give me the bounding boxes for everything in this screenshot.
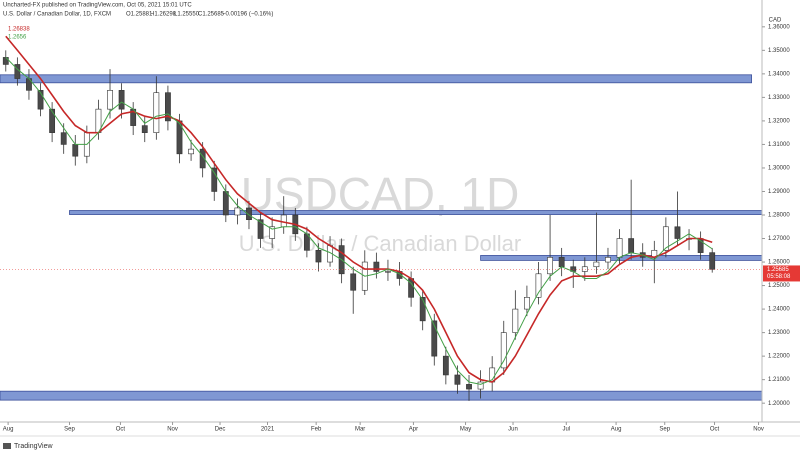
y-tick-label: 1.30000 bbox=[768, 166, 790, 172]
x-tick-label: 2021 bbox=[261, 427, 275, 433]
y-tick-label: 1.35000 bbox=[768, 48, 790, 54]
ohlc-close: C1.25685 bbox=[198, 12, 225, 18]
candle-body bbox=[581, 266, 588, 272]
candle-body bbox=[350, 273, 357, 291]
zone bbox=[0, 390, 763, 401]
y-tick-label: 1.22000 bbox=[768, 354, 790, 360]
candle-body bbox=[674, 226, 681, 239]
watermark-name: U.S. Dollar / Canadian Dollar bbox=[239, 231, 521, 256]
candle-body bbox=[165, 92, 171, 122]
candle-body bbox=[37, 90, 44, 110]
candle-body bbox=[558, 257, 565, 268]
y-tick-label: 1.28000 bbox=[768, 213, 790, 219]
x-tick-label: Oct bbox=[116, 427, 126, 433]
candle-body bbox=[512, 308, 519, 333]
candle-body bbox=[257, 219, 264, 239]
candle-body bbox=[373, 261, 380, 272]
countdown: 05:58:08 bbox=[767, 274, 791, 280]
candle-body bbox=[419, 297, 426, 322]
y-tick-label: 1.21000 bbox=[768, 377, 790, 383]
x-tick-label: Feb bbox=[311, 427, 322, 433]
candle-body bbox=[616, 238, 623, 258]
x-tick-label: Aug bbox=[611, 427, 622, 433]
candle-body bbox=[454, 374, 461, 385]
candle-body bbox=[547, 257, 553, 275]
x-tick-label: Apr bbox=[409, 427, 418, 433]
last-price-label: 1.25685 bbox=[767, 267, 789, 273]
candle-body bbox=[593, 261, 600, 268]
candle-body bbox=[535, 273, 542, 298]
candle-body bbox=[199, 148, 206, 169]
candle-body bbox=[72, 144, 79, 157]
x-tick-label: Aug bbox=[3, 427, 14, 433]
ma-legend: 1.26838 bbox=[8, 27, 30, 33]
y-tick-label: 1.27000 bbox=[768, 236, 790, 242]
ohlc-open: O1.25881 bbox=[126, 12, 153, 18]
x-tick-label: Nov bbox=[753, 427, 764, 433]
y-tick-label: 1.25000 bbox=[768, 283, 790, 289]
ohlc-low: L1.25550 bbox=[174, 12, 200, 18]
candle-body bbox=[431, 320, 438, 357]
candle-body bbox=[188, 148, 194, 155]
last-price-badge bbox=[763, 265, 800, 282]
x-tick-label: Dec bbox=[215, 427, 226, 433]
candle-body bbox=[315, 249, 322, 263]
candle-body bbox=[500, 332, 507, 369]
x-tick-label: Mar bbox=[355, 427, 365, 433]
logo: TradingView bbox=[14, 443, 53, 450]
y-tick-label: 1.33000 bbox=[768, 95, 790, 101]
candle-body bbox=[709, 252, 716, 270]
logo-icon bbox=[3, 443, 11, 449]
candle-body bbox=[141, 125, 148, 133]
candle-body bbox=[153, 92, 160, 133]
candle-body bbox=[234, 207, 241, 216]
ma-legend: 1.2656 bbox=[8, 35, 27, 41]
zone bbox=[0, 74, 752, 84]
ohlc-change: −0.00196 (−0.16%) bbox=[222, 12, 273, 18]
candle-body bbox=[118, 90, 125, 110]
y-tick-label: 1.29000 bbox=[768, 189, 790, 195]
zone bbox=[69, 210, 763, 215]
candle-body bbox=[628, 238, 635, 253]
x-tick-label: Sep bbox=[64, 427, 75, 433]
x-tick-label: Nov bbox=[167, 427, 178, 433]
candle-body bbox=[211, 167, 218, 192]
x-tick-label: Jul bbox=[562, 427, 570, 433]
moving-average bbox=[5, 57, 713, 385]
moving-average bbox=[5, 35, 713, 383]
y-tick-label: 1.34000 bbox=[768, 71, 790, 77]
y-tick-label: 1.20000 bbox=[768, 401, 790, 407]
candle-body bbox=[2, 57, 9, 65]
symbol: U.S. Dollar / Canadian Dollar, 1D, FXCM bbox=[3, 12, 111, 18]
candle-body bbox=[662, 226, 669, 251]
publisher: Uncharted-FX published on TradingView.co… bbox=[3, 3, 192, 9]
candle-body bbox=[466, 384, 472, 390]
x-tick-label: Sep bbox=[659, 427, 670, 433]
ohlc-high: H1.26298 bbox=[150, 12, 177, 18]
candle-body bbox=[107, 90, 113, 110]
candle-body bbox=[605, 257, 611, 263]
y-tick-label: 1.32000 bbox=[768, 118, 790, 124]
candle-body bbox=[385, 271, 391, 273]
x-tick-label: Oct bbox=[710, 427, 720, 433]
candle-body bbox=[246, 207, 252, 221]
candle-body bbox=[14, 64, 21, 79]
y-tick-label: 1.26000 bbox=[768, 260, 790, 266]
candle-body bbox=[269, 226, 276, 239]
candle-body bbox=[222, 191, 229, 216]
y-tick-label: 1.24000 bbox=[768, 307, 790, 313]
candle-body bbox=[442, 355, 449, 376]
currency: CAD bbox=[769, 18, 782, 24]
candle-body bbox=[477, 381, 484, 390]
x-tick-label: May bbox=[460, 427, 471, 433]
x-tick-label: Jun bbox=[508, 427, 518, 433]
y-tick-label: 1.31000 bbox=[768, 142, 790, 148]
candle-body bbox=[60, 132, 67, 145]
candle-body bbox=[49, 108, 56, 133]
candle-body bbox=[280, 214, 287, 228]
y-tick-label: 1.23000 bbox=[768, 330, 790, 336]
y-tick-label: 1.36000 bbox=[768, 24, 790, 30]
candle-body bbox=[524, 297, 530, 310]
